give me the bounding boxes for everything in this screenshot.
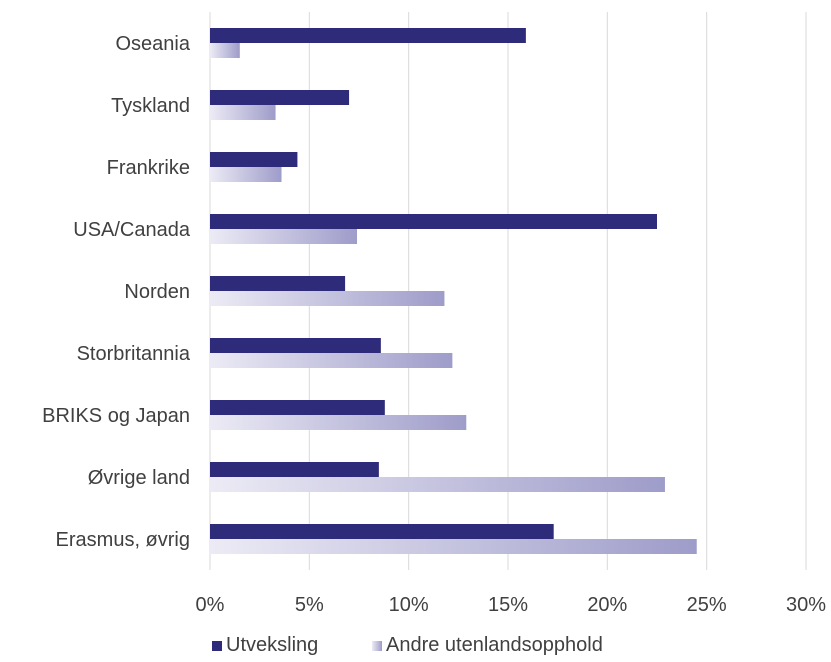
bar-utveksling	[210, 90, 350, 105]
category-label: Tyskland	[111, 95, 190, 117]
bar-utveksling	[210, 152, 298, 167]
x-tick-label: 10%	[389, 594, 429, 616]
bar-utveksling	[210, 400, 385, 415]
bar-andre-utenlandsopphold	[210, 291, 445, 306]
bars	[210, 28, 697, 554]
bar-utveksling	[210, 214, 657, 229]
x-tick-label: 25%	[687, 594, 727, 616]
category-labels: Oseania Tyskland Frankrike USA/Canada Norden…	[42, 33, 191, 551]
bar-andre-utenlandsopphold	[210, 539, 697, 554]
category-label: Norden	[124, 281, 190, 303]
legend-label-utveksling: Utveksling	[226, 634, 318, 656]
bar-utveksling	[210, 462, 379, 477]
category-label: USA/Canada	[73, 219, 191, 241]
category-label: Erasmus, øvrig	[56, 529, 190, 551]
bar-utveksling	[210, 524, 554, 539]
x-tick-labels: 0% 5% 10% 15% 20% 25% 30%	[196, 594, 827, 616]
bar-utveksling	[210, 28, 526, 43]
category-label: Storbritannia	[77, 343, 191, 365]
category-label: Oseania	[116, 33, 191, 55]
legend-label-andre: Andre utenlandsopphold	[386, 634, 603, 656]
bar-andre-utenlandsopphold	[210, 167, 282, 182]
x-tick-label: 30%	[786, 594, 826, 616]
x-tick-label: 15%	[488, 594, 528, 616]
bar-andre-utenlandsopphold	[210, 229, 358, 244]
x-tick-label: 5%	[295, 594, 324, 616]
bar-utveksling	[210, 276, 346, 291]
bar-andre-utenlandsopphold	[210, 105, 276, 120]
category-label: Frankrike	[107, 157, 190, 179]
legend: Utveksling Andre utenlandsopphold	[212, 634, 603, 656]
bar-andre-utenlandsopphold	[210, 353, 453, 368]
bar-andre-utenlandsopphold	[210, 477, 665, 492]
bar-andre-utenlandsopphold	[210, 43, 240, 58]
bar-andre-utenlandsopphold	[210, 415, 467, 430]
legend-swatch-andre	[372, 641, 382, 651]
bar-utveksling	[210, 338, 381, 353]
category-label: Øvrige land	[88, 467, 190, 489]
legend-swatch-utveksling	[212, 641, 222, 651]
category-label: BRIKS og Japan	[42, 405, 190, 427]
x-tick-label: 20%	[587, 594, 627, 616]
x-tick-label: 0%	[196, 594, 225, 616]
